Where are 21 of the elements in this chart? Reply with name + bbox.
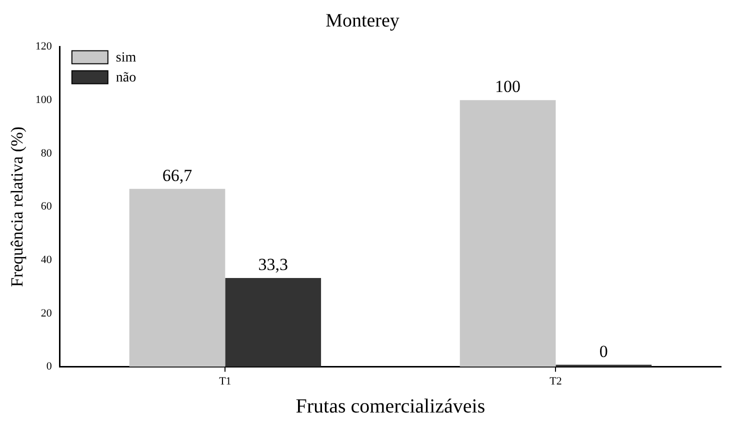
y-tick-label: 80 <box>40 147 52 160</box>
y-axis-title: Frequência relativa (%) <box>8 126 27 288</box>
y-tick-label: 40 <box>40 254 52 266</box>
y-tick-label: 60 <box>40 200 52 213</box>
y-tick-label: 100 <box>35 94 52 106</box>
bar <box>225 278 322 367</box>
y-tick-label: 120 <box>35 40 52 53</box>
y-tick-label: 20 <box>40 307 52 320</box>
data-label: 0 <box>599 342 608 361</box>
data-label: 66,7 <box>162 166 193 185</box>
data-label: 33,3 <box>258 254 288 274</box>
bar <box>460 100 556 367</box>
x-axis-title: Frutas comercializáveis <box>296 395 486 418</box>
x-tick-label: T1 <box>219 375 232 388</box>
y-tick-label: 0 <box>46 360 52 373</box>
bar <box>129 188 226 367</box>
legend-label: não <box>116 70 136 86</box>
x-tick-label: T2 <box>550 375 562 388</box>
legend-label: sim <box>116 50 136 66</box>
chart-title: Monterey <box>326 10 400 32</box>
data-label: 100 <box>495 77 521 96</box>
